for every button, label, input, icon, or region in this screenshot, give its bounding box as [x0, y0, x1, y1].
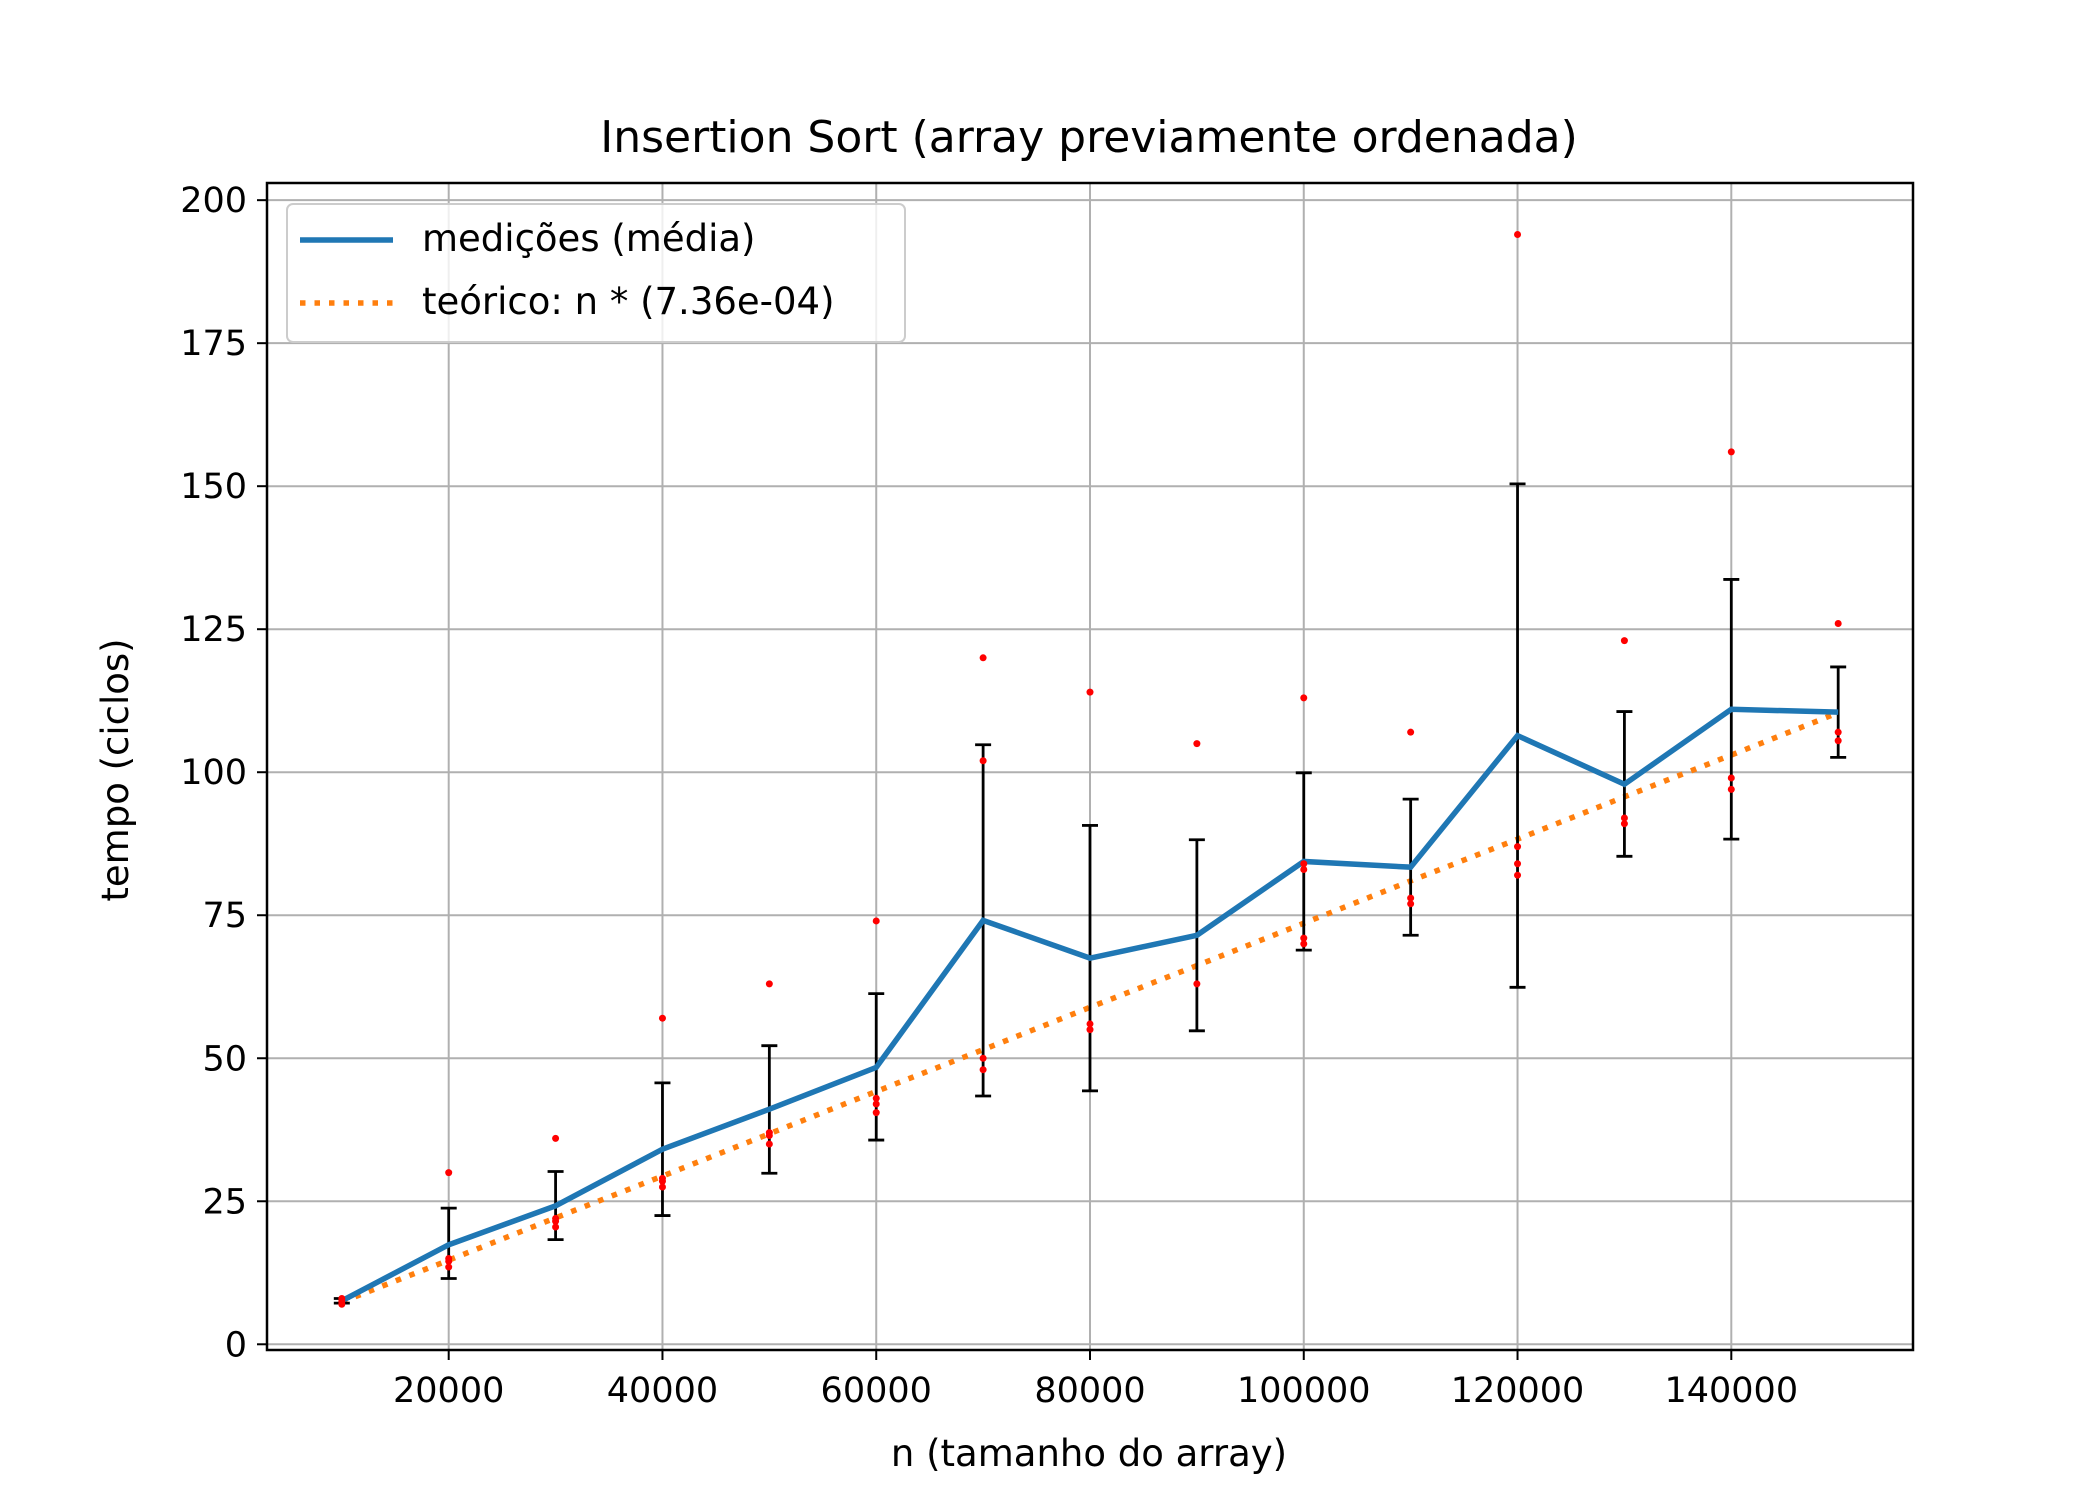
sample-point — [1300, 694, 1308, 702]
sample-layer — [338, 230, 1842, 1308]
y-tick-label: 25 — [202, 1182, 247, 1222]
sample-point — [872, 1109, 880, 1117]
sample-point — [552, 1134, 560, 1142]
sample-point — [1086, 1020, 1094, 1028]
sample-point — [1086, 688, 1094, 696]
sample-point — [1407, 900, 1415, 908]
sample-point — [1834, 619, 1842, 627]
sample-point — [1834, 737, 1842, 745]
y-tick-label: 125 — [180, 610, 247, 650]
sample-point — [1514, 843, 1522, 851]
sample-point — [1407, 894, 1415, 902]
sample-point — [1300, 860, 1308, 868]
y-tick-label: 50 — [202, 1039, 247, 1079]
sample-point — [1514, 871, 1522, 879]
sample-point — [979, 757, 987, 765]
sample-point — [552, 1223, 560, 1231]
x-tick-label: 120000 — [1451, 1371, 1585, 1411]
legend-mean-label: medições (média) — [422, 217, 755, 260]
sample-point — [1727, 774, 1735, 782]
sample-point — [765, 1140, 773, 1148]
sample-point — [1407, 728, 1415, 736]
sample-point — [658, 1174, 666, 1182]
y-tick-label: 100 — [180, 753, 247, 793]
legend-theory-label: teórico: n * (7.36e-04) — [422, 280, 835, 323]
sample-point — [338, 1295, 346, 1303]
sample-point — [1834, 728, 1842, 736]
chart-title: Insertion Sort (array previamente ordena… — [600, 112, 1578, 163]
x-tick-label: 100000 — [1237, 1371, 1371, 1411]
sample-point — [1193, 740, 1201, 748]
x-tick-label: 60000 — [821, 1371, 932, 1411]
sample-point — [1620, 814, 1628, 822]
sample-point — [658, 1183, 666, 1191]
sample-point — [872, 1094, 880, 1102]
y-tick-label: 0 — [225, 1325, 247, 1365]
sample-point — [979, 1054, 987, 1062]
sample-point — [979, 654, 987, 662]
x-tick-label: 20000 — [393, 1371, 504, 1411]
sample-point — [872, 917, 880, 925]
y-axis-label: tempo (ciclos) — [94, 638, 137, 901]
sample-point — [1727, 448, 1735, 456]
sample-point — [1300, 934, 1308, 942]
ticks: 20000 40000 60000 80000 100000 120000 140000 0 2… — [180, 181, 1798, 1411]
sample-point — [1193, 980, 1201, 988]
sample-point — [872, 1100, 880, 1108]
sample-point — [552, 1214, 560, 1222]
sample-point — [1514, 860, 1522, 868]
sample-point — [1620, 820, 1628, 828]
y-tick-label: 200 — [180, 181, 247, 221]
sample-point — [1514, 230, 1522, 238]
sample-point — [445, 1169, 453, 1177]
mean-layer — [340, 706, 1839, 1304]
sample-point — [765, 1129, 773, 1137]
legend-box — [286, 203, 906, 343]
x-axis-label: n (tamanho do array) — [891, 1432, 1287, 1475]
sample-point — [1300, 865, 1308, 873]
x-tick-label: 140000 — [1664, 1371, 1798, 1411]
sample-point — [979, 1066, 987, 1074]
sample-point — [658, 1014, 666, 1022]
sample-point — [445, 1254, 453, 1262]
sample-point — [445, 1263, 453, 1271]
x-tick-label: 80000 — [1034, 1371, 1145, 1411]
sample-point — [1620, 637, 1628, 645]
sample-point — [765, 980, 773, 988]
x-tick-label: 40000 — [607, 1371, 718, 1411]
y-tick-label: 175 — [180, 324, 247, 364]
mean-series-line — [340, 706, 1839, 1304]
sample-point — [1086, 1026, 1094, 1034]
y-tick-label: 150 — [180, 467, 247, 507]
sample-point — [1727, 785, 1735, 793]
legend: medições (média) teórico: n * (7.36e-04) — [286, 203, 906, 343]
sample-point — [1300, 940, 1308, 948]
y-tick-label: 75 — [202, 896, 247, 936]
